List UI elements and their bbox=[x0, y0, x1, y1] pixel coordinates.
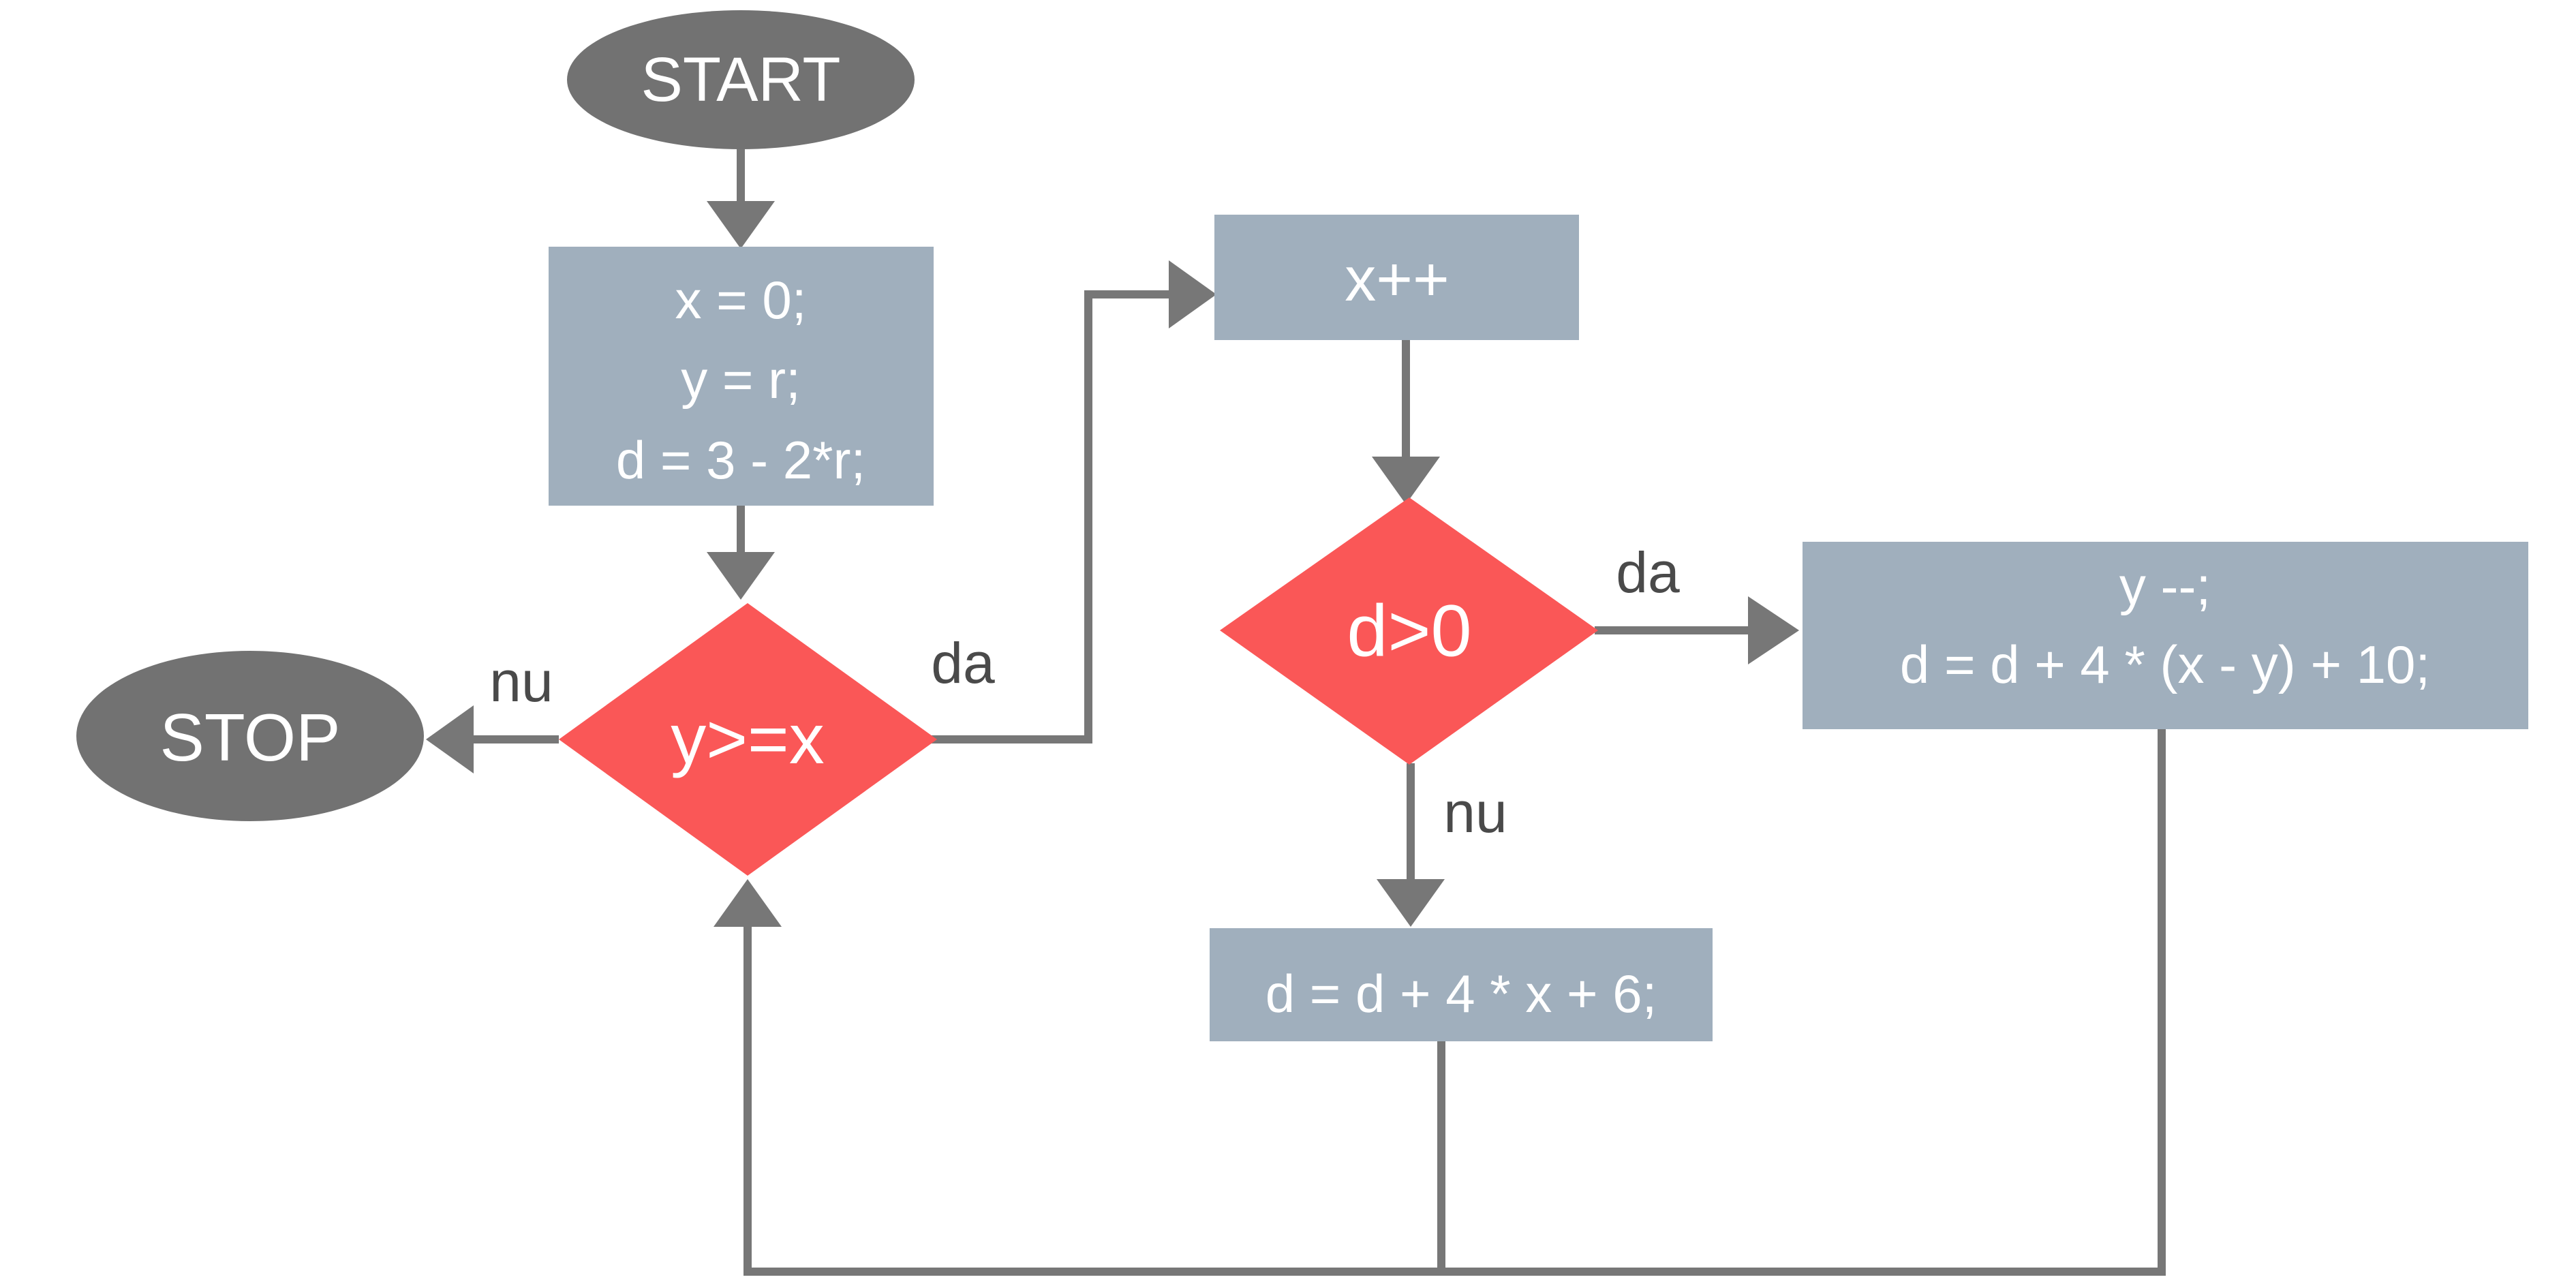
start-node: START bbox=[567, 10, 915, 149]
loop-condition-node: y>=x bbox=[559, 603, 937, 876]
d-condition-label: d>0 bbox=[1347, 589, 1471, 672]
increment-node: x++ bbox=[1214, 215, 1579, 340]
update-no-node: d = d + 4 * x + 6; bbox=[1210, 928, 1713, 1041]
update-no-box bbox=[1210, 928, 1713, 1041]
arrowhead-icon bbox=[714, 879, 782, 927]
start-ellipse bbox=[567, 10, 915, 149]
stop-label: STOP bbox=[159, 700, 340, 775]
update-yes-node: y --; d = d + 4 * (x - y) + 10; bbox=[1803, 542, 2528, 729]
init-line-1: x = 0; bbox=[675, 270, 807, 330]
init-node: x = 0; y = r; d = 3 - 2*r; bbox=[549, 247, 934, 506]
update-no-label: d = d + 4 * x + 6; bbox=[1266, 964, 1657, 1024]
update-yes-line-1: y --; bbox=[2119, 556, 2211, 616]
arrowhead-icon bbox=[1372, 457, 1440, 504]
arrowhead-icon bbox=[707, 552, 775, 600]
start-label: START bbox=[641, 45, 840, 114]
init-line-3: d = 3 - 2*r; bbox=[616, 430, 865, 490]
stop-node: STOP bbox=[76, 651, 424, 821]
d-condition-diamond bbox=[1220, 497, 1598, 765]
increment-box bbox=[1214, 215, 1579, 340]
loop-condition-diamond bbox=[559, 603, 937, 876]
d-condition-node: d>0 bbox=[1220, 497, 1598, 765]
update-yes-box bbox=[1803, 542, 2528, 729]
update-yes-line-2: d = d + 4 * (x - y) + 10; bbox=[1900, 634, 2430, 694]
init-box bbox=[549, 247, 934, 506]
loop-condition-label: y>=x bbox=[671, 700, 824, 779]
arrowhead-icon bbox=[1377, 879, 1445, 927]
edge-label-loop-no: nu bbox=[489, 649, 553, 714]
arrowhead-icon bbox=[1169, 260, 1216, 328]
increment-label: x++ bbox=[1345, 245, 1449, 314]
arrowhead-icon bbox=[426, 705, 474, 773]
stop-ellipse bbox=[76, 651, 424, 821]
connectors bbox=[426, 143, 2166, 1276]
arrowhead-icon bbox=[707, 201, 775, 249]
edge-label-loop-yes: da bbox=[931, 631, 995, 695]
edge-label-d-no: nu bbox=[1443, 780, 1507, 844]
init-line-2: y = r; bbox=[681, 350, 801, 410]
edge-update-yes-return bbox=[743, 728, 2166, 1276]
arrowhead-icon bbox=[1748, 596, 1799, 664]
edge-loop-to-increment bbox=[930, 290, 1172, 743]
edge-label-d-yes: da bbox=[1616, 540, 1680, 604]
